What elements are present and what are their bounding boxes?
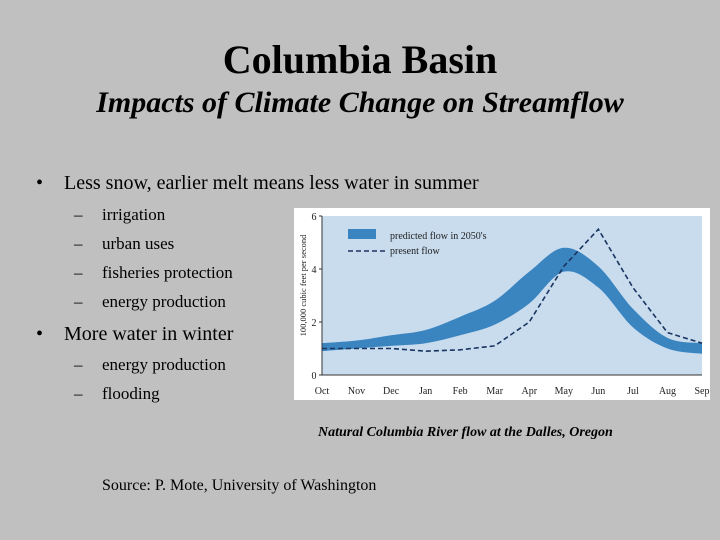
x-tick-label: Sep — [695, 386, 710, 397]
bullet-text: More water in winter — [64, 323, 234, 345]
x-tick-label: Jan — [419, 386, 432, 397]
dash-mark: – — [74, 355, 83, 374]
slide-subtitle: Impacts of Climate Change on Streamflow — [96, 86, 624, 119]
bullet-less-snow: • Less snow, earlier melt means less wat… — [36, 172, 479, 195]
sub-item: – energy production — [74, 292, 226, 312]
bullet-mark: • — [36, 172, 44, 194]
bullet-more-water: • More water in winter — [36, 323, 233, 346]
x-tick-label: Jul — [627, 386, 639, 397]
dash-mark: – — [74, 263, 83, 282]
x-tick-label: May — [555, 386, 573, 397]
predicted-flow-band — [322, 247, 702, 354]
y-tick-label: 6 — [312, 212, 317, 223]
dash-mark: – — [74, 384, 83, 403]
x-tick-label: Apr — [521, 386, 537, 397]
y-tick-label: 0 — [312, 371, 317, 382]
sub-item: – flooding — [74, 384, 160, 404]
x-tick-label: Jun — [591, 386, 605, 397]
sub-item: – urban uses — [74, 234, 174, 254]
sub-item: – irrigation — [74, 205, 165, 225]
sub-item-text: irrigation — [102, 205, 166, 224]
chart-caption: Natural Columbia River flow at the Dalle… — [318, 425, 613, 440]
sub-item: – energy production — [74, 355, 226, 375]
sub-item-text: energy production — [102, 292, 226, 311]
dash-mark: – — [74, 292, 83, 311]
sub-item-text: urban uses — [102, 234, 175, 253]
x-tick-label: Mar — [486, 386, 503, 397]
legend-label-predicted: predicted flow in 2050's — [390, 231, 487, 242]
x-tick-label: Nov — [348, 386, 365, 397]
legend-swatch-predicted — [348, 229, 376, 239]
bullet-mark: • — [36, 323, 44, 345]
x-tick-label: Dec — [383, 386, 400, 397]
sub-item: – fisheries protection — [74, 263, 233, 283]
bullet-text: Less snow, earlier melt means less water… — [64, 172, 479, 194]
sub-item-text: energy production — [102, 355, 226, 374]
legend-label-present: present flow — [390, 246, 440, 257]
slide-title: Columbia Basin — [222, 37, 498, 82]
sub-item-text: flooding — [102, 384, 160, 403]
streamflow-chart: 0 2 4 6 Oct Nov Dec Jan Feb Mar Apr May Jun Jul Aug Sep… — [294, 208, 710, 400]
dash-mark: – — [74, 205, 83, 224]
sub-item-text: fisheries protection — [102, 263, 233, 282]
chart-svg: 0 2 4 6 Oct Nov Dec Jan Feb Mar Apr May Jun Jul Aug Sep… — [294, 208, 710, 400]
x-tick-label: Feb — [453, 386, 468, 397]
present-flow-line — [322, 227, 703, 352]
y-tick-label: 4 — [312, 265, 317, 276]
y-tick-label: 2 — [312, 318, 317, 329]
x-tick-label: Oct — [315, 386, 330, 397]
source-credit: Source: P. Mote, University of Washingto… — [102, 477, 377, 494]
x-tick-label: Aug — [659, 386, 676, 397]
dash-mark: – — [74, 234, 83, 253]
y-axis-label: 100,000 cubic feet per second — [298, 234, 308, 336]
